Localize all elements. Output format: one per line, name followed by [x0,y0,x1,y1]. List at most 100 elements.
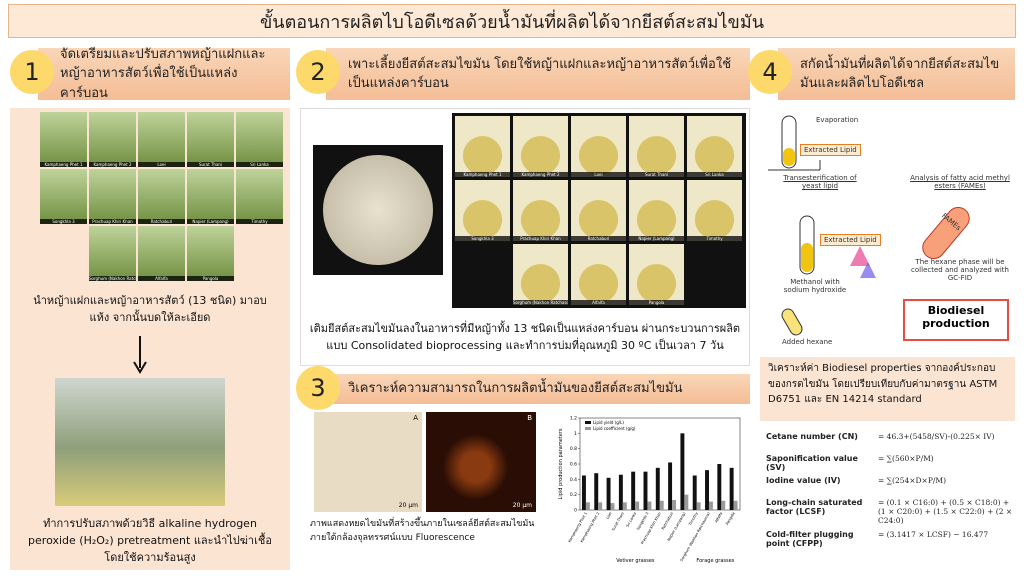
photo-tile: Surat Thani [629,116,684,177]
step-heading: วิเคราะห์ความสามารถในการผลิตน้ำมันของยีส… [326,374,750,404]
diagram-art [768,115,1009,341]
formula-expression: = ∑(560×P/M) [878,454,934,463]
diagram-label: The hexane phase will be collected and a… [911,258,1009,282]
step-number: 4 [748,50,792,94]
photo-tile: Timothy [687,180,742,241]
photo-label: Kamphaeng Phet 2 [89,162,136,167]
formula-expression: = ∑(254×D×P/M) [878,476,947,485]
photo-label: Songkhla 3 [455,236,510,241]
y-tick-label: 0.8 [570,446,577,452]
bar [598,502,603,510]
bar [721,500,726,510]
legend-swatch [585,421,591,424]
photo-tile: Loei [138,112,185,167]
chart-background [550,410,746,570]
photo-tile: Surat Thani [187,112,234,167]
diagram-label: Analysis of fatty acid methyl esters (FA… [910,174,1010,190]
photo-label: Surat Thani [187,162,234,167]
micrograph-label: A [413,414,418,422]
photo-tile: Songkhla 3 [455,180,510,241]
y-tick-label: 0.2 [570,492,577,498]
x-tick-label: Timothy [688,511,700,527]
photo-tile: Songkhla 3 [40,169,87,224]
diagram-label: Evaporation [816,116,859,124]
photo-tile: Pangola [629,244,684,305]
photo-tile: Loei [571,116,626,177]
x-tick-label: Loei [605,512,612,520]
micrograph: A 20 µm [314,412,422,512]
photo-label: Prachuap Khiri Khan [89,219,136,224]
photo-label: Surat Thani [629,172,684,177]
bar [668,462,673,510]
photo-tile: Napier (Lampang) [187,169,234,224]
step-number: 3 [296,366,340,410]
photo-label: Loei [138,162,185,167]
x-tick-label: Pangola [725,512,736,526]
diagram-label: Added hexane [782,338,833,346]
group-label: Vetiver grasses [616,558,655,564]
photo-tile: Ratchaburi [138,169,185,224]
y-tick-label: 0.6 [570,462,577,468]
group-label: Forage grasses [696,558,734,564]
bar [594,473,599,510]
y-tick-label: 0 [574,508,577,514]
arrow [133,336,147,374]
photo-label: Kamphaeng Phet 1 [455,172,510,177]
bar [708,501,713,510]
lipid-chart: 0 0.2 0.4 0.6 0.8 1 1.2 Lipid production parame… [550,410,746,570]
step-number: 2 [296,50,340,94]
step-text: นำหญ้าแฝกและหญ้าอาหารสัตว์ (13 ชนิด) มาอ… [33,294,267,325]
diagram: Evaporation Extracted Lipid Transesterif… [760,108,1015,350]
micrograph: B 20 µm [426,412,536,512]
photo-label: Sorghum (Nakhon Ratchasima) [513,300,568,305]
formula-expression: = 46.3+(5458/SV)-(0.225× IV) [878,432,995,441]
legend-swatch [585,427,591,430]
formula-expression: = (0.1 × C16:0) + (0.5 × C18:0) + (1 × C… [878,498,1013,525]
grass-photos: Kamphaeng Phet 1 Kamphaeng Phet 2 Loei Sura… [40,112,285,282]
step-text: ทำการปรับสภาพด้วยวิธี alkaline hydrogen … [28,517,272,565]
photo-tile: Sri Lanka [687,116,742,177]
bar [631,471,636,510]
diagram-label: Transesterification of yeast lipid [783,174,857,190]
bar [729,467,734,510]
scale-bar: 20 µm [512,502,532,509]
bar [585,502,590,510]
formula-name: Long-chain saturated factor (LCSF) [766,498,863,516]
photo-tile: Prachuap Khiri Khan [513,180,568,241]
petri-photo [313,145,443,275]
photo-tile: Kamphaeng Phet 2 [513,116,568,177]
bar [610,503,615,510]
photo-label: Kamphaeng Phet 1 [40,162,87,167]
bar [647,501,652,510]
bar [733,500,738,510]
y-tick-label: 1 [574,431,577,437]
photo-label: Timothy [236,219,283,224]
photo-label: Sorghum (Nakhon Ratchasima) [89,276,136,281]
bar [581,475,586,510]
photo-tile: Sorghum (Nakhon Ratchasima) [89,226,136,281]
photo-tile: Kamphaeng Phet 1 [40,112,87,167]
photo-label: Kamphaeng Phet 2 [513,172,568,177]
photo-label: Timothy [687,236,742,241]
photo-tile: Pangola [187,226,234,281]
photo-label: Pangola [629,300,684,305]
photo-label: Alfalfa [571,300,626,305]
step-panel [300,108,750,366]
step-heading: สกัดน้ำมันที่ผลิตได้จากยีสต์สะสมไขมันและ… [778,48,1015,100]
formula-name: Iodine value (IV) [766,476,841,485]
photo-label: Pangola [187,276,234,281]
photo-tile: Kamphaeng Phet 1 [455,116,510,177]
bar [655,467,660,510]
diagram-label: Methanol with sodium hydroxide [783,278,847,294]
step-text: เติมยีสต์สะสมไขมันลงในอาหารที่มีหญ้าทั้ง… [309,322,741,353]
photo-label: Ratchaburi [571,236,626,241]
diagram-label: Extracted Lipid [800,144,861,156]
photo-tile: Alfalfa [571,244,626,305]
formula-expression: = (3.1417 × LCSF) − 16.477 [878,530,989,539]
bar [635,501,640,510]
diagram-label: Extracted Lipid [820,234,881,246]
photo-label: Sri Lanka [236,162,283,167]
photo-tile: Alfalfa [138,226,185,281]
photo-tile: Ratchaburi [571,180,626,241]
